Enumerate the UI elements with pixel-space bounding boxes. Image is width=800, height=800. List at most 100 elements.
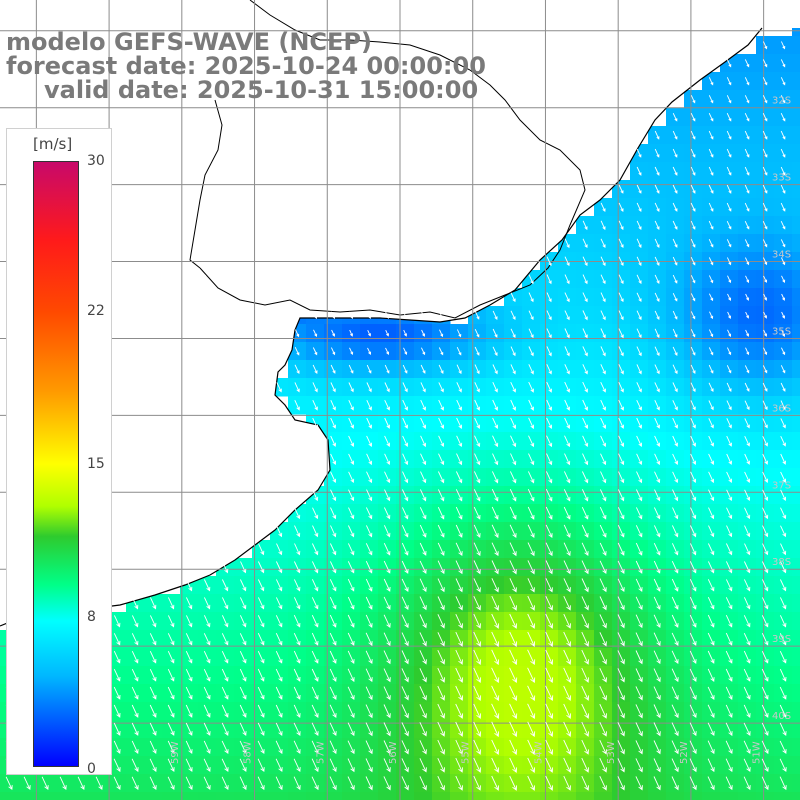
wind-arrow [600,238,606,249]
wind-arrow [403,347,408,356]
wind-arrow [725,579,733,592]
wind-arrow [762,221,768,230]
wind-arrow [636,238,642,249]
wind-arrow [455,757,463,773]
wind-arrow [401,596,409,611]
wind-arrow [618,238,624,249]
wind-arrow [761,561,769,574]
wind-arrow [725,722,733,737]
wind-arrow [275,758,283,773]
wind-arrow [492,453,499,466]
wind-arrow [654,364,660,375]
wind-arrow [546,435,553,448]
wind-arrow [311,632,319,646]
wind-arrow [455,614,463,629]
wind-arrow [654,346,660,357]
wind-arrow [545,471,553,484]
wind-arrow [762,59,768,68]
wind-arrow [545,560,553,575]
wind-arrow [690,238,696,248]
wind-arrow [419,740,427,755]
wind-arrow [491,489,499,502]
wind-arrow [185,758,193,773]
wind-arrow [636,328,642,339]
wind-arrow [727,329,732,338]
wind-arrow [239,668,247,682]
wind-arrow [743,704,751,718]
wind-speed-cell [738,792,757,800]
wind-speed-cell [792,270,800,289]
wind-arrow [727,293,732,301]
wind-speed-cell [36,792,55,800]
wind-arrow [726,453,733,465]
wind-arrow [744,525,751,538]
wind-arrow [510,399,516,411]
wind-arrow [563,542,571,557]
wind-arrow [725,650,733,664]
wind-arrow [690,95,696,104]
wind-arrow [401,632,409,647]
wind-arrow [366,489,373,502]
wind-arrow [474,310,480,320]
wind-arrow [654,328,660,339]
wind-arrow [527,649,536,666]
wind-arrow [365,650,373,665]
colorbar-tick: 22 [87,303,105,319]
latitude-label: 37S [772,480,791,491]
longitude-label: 59W [170,741,181,764]
wind-arrow [653,614,661,629]
wind-arrow [545,613,553,629]
wind-arrow [635,776,643,791]
wind-arrow [491,471,499,484]
wind-arrow [672,471,679,484]
wind-speed-cell [792,468,800,487]
wind-arrow [330,507,337,520]
wind-arrow [708,471,715,484]
wind-arrow [689,596,697,610]
wind-speed-cell [792,198,800,217]
wind-arrow [437,703,445,719]
wind-arrow [474,382,480,393]
wind-arrow [617,560,625,574]
wind-arrow [690,346,696,356]
wind-arrow [221,704,229,718]
wind-arrow [222,561,229,574]
wind-arrow [563,471,571,484]
wind-arrow [294,543,301,556]
wind-arrow [384,435,391,447]
wind-arrow [779,561,787,574]
wind-arrow [780,347,786,356]
wind-arrow [527,524,535,539]
wind-arrow [600,328,606,339]
wind-arrow [564,292,570,303]
wind-arrow [635,740,643,755]
wind-arrow [419,758,427,773]
wind-arrow [689,543,697,556]
wind-arrow [618,310,624,321]
wind-arrow [654,489,661,502]
wind-arrow [509,667,518,684]
colorbar-tick: 8 [87,609,96,625]
wind-arrow [582,417,589,429]
wind-arrow [113,722,121,736]
latitude-label: 34S [772,250,791,261]
wind-arrow [420,347,426,356]
wind-arrow [331,311,336,320]
wind-arrow [510,382,516,393]
wind-speed-cell [774,792,793,800]
wind-arrow [654,310,660,320]
wind-arrow [510,417,517,430]
wind-arrow [653,740,661,755]
wind-arrow [437,542,445,556]
wind-arrow [671,758,679,773]
wind-arrow [672,220,678,230]
wind-arrow [708,400,714,411]
wind-arrow [185,740,193,754]
wind-arrow [581,507,589,520]
wind-arrow [474,329,480,338]
wind-arrow [527,739,536,755]
wind-arrow [510,328,516,339]
wind-arrow [420,364,426,374]
wind-arrow [708,77,714,86]
